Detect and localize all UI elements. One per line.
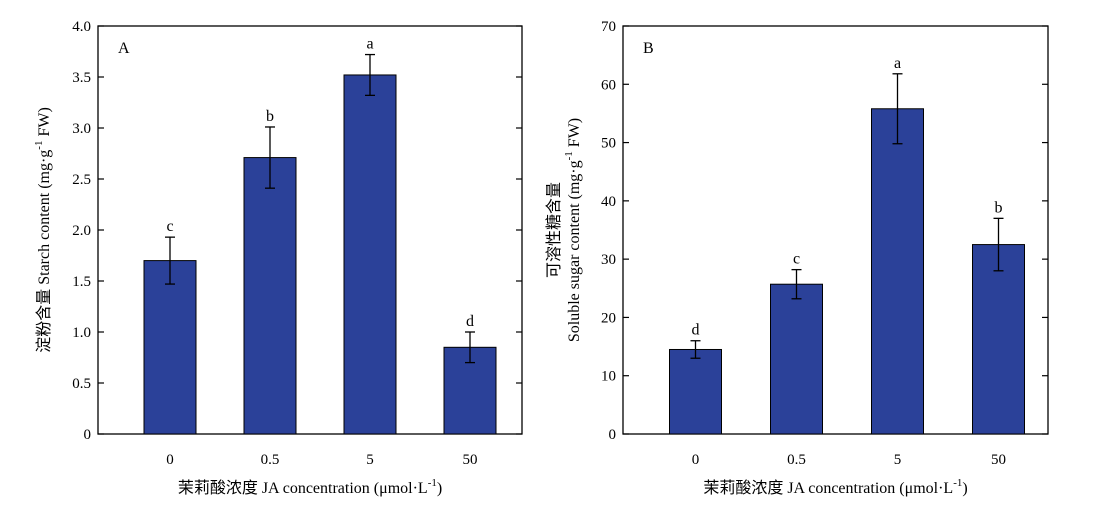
bar [343,74,397,435]
panel-b: 0 10 20 30 40 50 60 70 d 0 c 0.5 a 5 b 50 B 茉莉酸浓度 JA conc… [545,19,1049,497]
x-axis-title-end: ) [437,480,442,497]
y-tick-label: 60 [601,77,616,93]
x-tick-label: 0.5 [261,452,280,468]
y-axis-title-end: FW) [566,118,583,151]
y-tick-label: 50 [601,136,616,152]
significance-letter: d [692,322,700,339]
bar [669,348,722,435]
y-axis-title-end: FW) [36,107,53,140]
y-axis-title-text: 淀粉含量 Starch content (mg·g [35,150,53,353]
y-axis-title-line2: Soluble sugar content (mg·g-1 FW) [563,118,583,342]
x-axis-title-end: ) [962,480,967,497]
y-tick-label: 2.0 [72,223,91,239]
significance-letter: c [166,218,173,235]
significance-letter: d [466,313,474,330]
panel-a: 0 0.5 1.0 1.5 2.0 2.5 3.0 3.5 4.0 c 0 b 0.5 a 5 d 50 A 茉莉酸… [33,19,523,497]
panel-label: A [118,40,130,57]
x-axis-title: 茉莉酸浓度 JA concentration (μmol·L-1) [178,477,442,497]
y-axis-title-sup: -1 [33,141,45,150]
y-tick-label: 30 [601,252,616,268]
bar [243,157,297,435]
y-tick-label: 1.5 [72,274,91,290]
y-tick-label: 70 [601,19,616,35]
y-tick-label: 4.0 [72,19,91,35]
x-axis-title-sup: -1 [428,477,437,489]
significance-letter: b [266,108,274,125]
x-tick-label: 50 [991,452,1006,468]
x-axis-title-sup: -1 [953,477,962,489]
x-axis-title: 茉莉酸浓度 JA concentration (μmol·L-1) [703,477,967,497]
x-axis-title-text: 茉莉酸浓度 JA concentration (μmol·L [178,479,428,497]
significance-letter: b [995,199,1003,216]
x-axis-title-text: 茉莉酸浓度 JA concentration (μmol·L [703,479,953,497]
y-tick-label: 10 [601,369,616,385]
y-axis-title: 淀粉含量 Starch content (mg·g-1 FW) [33,107,53,353]
bar [143,260,197,435]
significance-letter: a [366,36,373,53]
y-tick-label: 0.5 [72,376,91,392]
y-axis-title-line1: 可溶性糖含量 [545,182,563,278]
y-tick-label: 3.0 [72,121,91,137]
x-tick-label: 0.5 [787,452,806,468]
y-tick-label: 20 [601,310,616,326]
x-tick-label: 0 [166,452,174,468]
bar [871,108,924,435]
y-tick-label: 3.5 [72,70,91,86]
panel-label: B [643,40,654,57]
y-tick-label: 2.5 [72,172,91,188]
y-tick-label: 40 [601,194,616,210]
bar [972,244,1025,435]
plot-frame [622,25,1049,435]
y-tick-label: 1.0 [72,325,91,341]
significance-letter: c [793,251,800,268]
x-tick-label: 0 [692,452,700,468]
x-tick-label: 5 [366,452,374,468]
y-tick-label: 0 [609,427,617,443]
x-tick-label: 50 [463,452,478,468]
y-tick-label: 0 [84,427,92,443]
x-tick-label: 5 [894,452,902,468]
y-axis-title-text: Soluble sugar content (mg·g [566,160,583,342]
significance-letter: a [894,55,901,72]
y-axis-title-sup: -1 [563,151,575,160]
bar [770,283,823,435]
